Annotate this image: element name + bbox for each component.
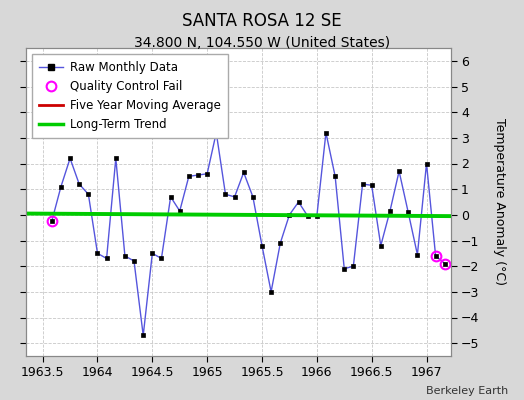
Text: Berkeley Earth: Berkeley Earth	[426, 386, 508, 396]
Text: 34.800 N, 104.550 W (United States): 34.800 N, 104.550 W (United States)	[134, 36, 390, 50]
Legend: Raw Monthly Data, Quality Control Fail, Five Year Moving Average, Long-Term Tren: Raw Monthly Data, Quality Control Fail, …	[32, 54, 228, 138]
Text: SANTA ROSA 12 SE: SANTA ROSA 12 SE	[182, 12, 342, 30]
Y-axis label: Temperature Anomaly (°C): Temperature Anomaly (°C)	[494, 118, 506, 286]
